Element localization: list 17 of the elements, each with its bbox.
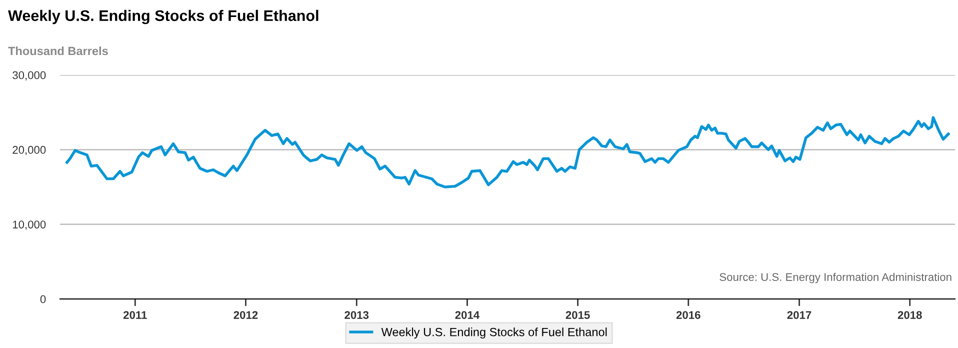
- x-tick-label: 2015: [566, 311, 590, 319]
- x-tick-label: 2012: [234, 311, 258, 319]
- y-tick-label: 10,000: [12, 220, 46, 230]
- x-tick-label: 2018: [898, 311, 922, 319]
- y-tick-label: 30,000: [12, 71, 46, 80]
- x-tick-label: 2017: [787, 311, 812, 319]
- y-tick-label: 0: [40, 295, 46, 304]
- x-tick-label: 2011: [123, 311, 147, 319]
- annotation: Source: U.S. Energy Information Administration: [720, 272, 952, 284]
- y-axis-title: Thousand Barrels: [8, 46, 108, 56]
- chart-title: Weekly U.S. Ending Stocks of Fuel Ethanol: [8, 10, 318, 24]
- x-tick-label: 2013: [344, 311, 369, 319]
- legend-label: Weekly U.S. Ending Stocks of Fuel Ethanol: [381, 328, 607, 339]
- line-series: [66, 116, 950, 188]
- x-tick-label: 2016: [676, 311, 700, 319]
- y-tick-label: 20,000: [12, 146, 46, 156]
- x-tick-label: 2014: [455, 311, 480, 319]
